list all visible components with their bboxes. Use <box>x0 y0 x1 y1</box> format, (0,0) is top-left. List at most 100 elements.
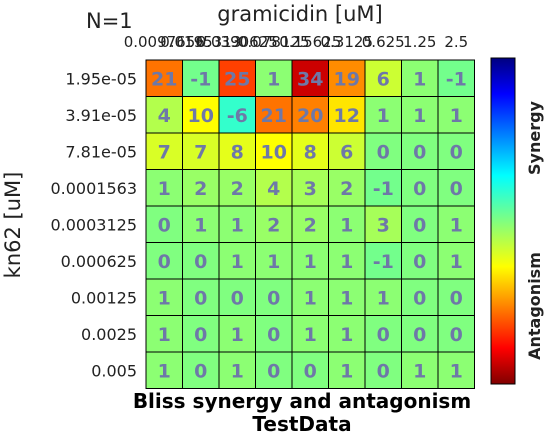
heatmap-cell <box>145 96 183 134</box>
heatmap-cell <box>437 242 475 280</box>
y-tick-label: 0.0003125 <box>50 215 137 234</box>
cell-value-label: -6 <box>227 105 248 127</box>
heatmap-cell <box>255 96 293 134</box>
y-tick-label: 3.91e-05 <box>65 106 137 125</box>
cell-value-label: 25 <box>224 68 250 90</box>
cell-value-label: 1 <box>413 68 426 90</box>
cell-value-label: 10 <box>261 141 287 163</box>
heatmap-cell <box>218 169 256 207</box>
y-tick-label: 7.81e-05 <box>65 142 137 161</box>
y-tick-label: 0.005 <box>91 361 137 380</box>
cell-value-label: 1 <box>231 324 244 346</box>
x-tick-label: 2.5 <box>444 33 468 51</box>
x-tick-label: 1.25 <box>403 33 436 51</box>
cell-value-label: 1 <box>158 324 171 346</box>
heatmap-cell <box>182 278 220 316</box>
heatmap-cell <box>145 315 183 353</box>
cell-value-label: -1 <box>190 68 211 90</box>
y-tick-label: 1.95e-05 <box>65 69 137 88</box>
heatmap-cell <box>182 205 220 243</box>
cell-value-label: 0 <box>377 141 390 163</box>
cell-value-label: 1 <box>194 214 207 236</box>
cell-value-label: 1 <box>340 214 353 236</box>
cell-value-label: 0 <box>413 214 426 236</box>
x-tick-label: 0.0195313 <box>160 33 241 51</box>
cell-value-label: 0 <box>377 324 390 346</box>
cell-value-label: 21 <box>261 105 287 127</box>
cell-value-label: 7 <box>194 141 207 163</box>
cell-value-label: 0 <box>304 360 317 382</box>
heatmap-cell <box>182 59 220 97</box>
cell-value-label: 1 <box>340 324 353 346</box>
heatmap-cell <box>328 169 366 207</box>
y-tick-label: 0.0025 <box>81 325 137 344</box>
cell-value-label: 0 <box>231 287 244 309</box>
heatmap-cell <box>328 96 366 134</box>
heatmap-cell <box>145 205 183 243</box>
cell-value-label: 21 <box>151 68 177 90</box>
cell-value-label: 1 <box>340 251 353 273</box>
heatmap-cell <box>437 96 475 134</box>
y-tick-label: 0.0001563 <box>50 179 137 198</box>
cell-value-label: 4 <box>158 105 171 127</box>
cell-value-label: 1 <box>450 251 463 273</box>
heatmap-cell <box>182 351 220 389</box>
cell-value-label: 1 <box>304 251 317 273</box>
heatmap-cell <box>145 242 183 280</box>
cell-value-label: 12 <box>334 105 360 127</box>
y-tick-labels: 1.95e-05 3.91e-05 7.81e-05 0.0001563 0.00031… <box>50 69 137 380</box>
heatmap-cell <box>401 315 439 353</box>
cell-value-label: 0 <box>158 214 171 236</box>
heatmap-cell <box>364 132 402 170</box>
cell-value-label: 19 <box>334 68 360 90</box>
y-axis-title: kn62 [uM] <box>1 172 25 279</box>
cell-value-label: 0 <box>194 360 207 382</box>
cell-value-label: 0 <box>450 324 463 346</box>
cell-value-label: 1 <box>267 251 280 273</box>
x-tick-label: 0.625 <box>362 33 405 51</box>
cell-value-label: 0 <box>413 141 426 163</box>
n-annotation: N=1 <box>86 9 133 33</box>
cell-value-label: 0 <box>413 287 426 309</box>
cell-value-label: 3 <box>377 214 390 236</box>
heatmap-cell <box>437 59 475 97</box>
heatmap-cell <box>182 169 220 207</box>
heatmap-cell <box>437 278 475 316</box>
x-axis-title: gramicidin [uM] <box>217 2 382 26</box>
cell-value-label: 0 <box>194 251 207 273</box>
cell-value-label: 8 <box>304 141 317 163</box>
cell-value-label: 0 <box>450 178 463 200</box>
heatmap-cell <box>218 242 256 280</box>
x-tick-label: 0.15625 <box>279 33 341 51</box>
cell-value-label: 1 <box>158 287 171 309</box>
cell-value-label: 1 <box>158 360 171 382</box>
cell-value-label: 2 <box>340 178 353 200</box>
heatmap-cell <box>437 315 475 353</box>
cell-value-label: 0 <box>377 360 390 382</box>
heatmap-cell <box>218 205 256 243</box>
heatmap-cell <box>145 169 183 207</box>
heatmap-cell <box>255 59 293 97</box>
cell-value-label: 0 <box>194 324 207 346</box>
y-tick-label: 0.000625 <box>61 252 137 271</box>
cell-value-label: 0 <box>158 251 171 273</box>
chart-title: Bliss synergy and antagonism <box>133 389 471 413</box>
x-tick-label: 0.0097656 <box>124 33 205 51</box>
heatmap-cell <box>364 59 402 97</box>
cell-value-label: 6 <box>340 141 353 163</box>
cell-value-label: 7 <box>158 141 171 163</box>
heatmap-cell <box>255 351 293 389</box>
colorbar <box>490 57 516 385</box>
cell-value-label: 0 <box>413 324 426 346</box>
cell-value-label: 0 <box>450 287 463 309</box>
cell-value-label: 1 <box>304 287 317 309</box>
cell-value-label: 1 <box>158 178 171 200</box>
cell-value-label: 2 <box>194 178 207 200</box>
cell-value-label: 2 <box>304 214 317 236</box>
cell-value-label: 1 <box>340 360 353 382</box>
cell-value-label: 1 <box>304 324 317 346</box>
heatmap-cell <box>145 278 183 316</box>
heatmap-cell <box>255 242 293 280</box>
cell-value-label: 1 <box>377 105 390 127</box>
cell-value-label: -1 <box>446 68 467 90</box>
